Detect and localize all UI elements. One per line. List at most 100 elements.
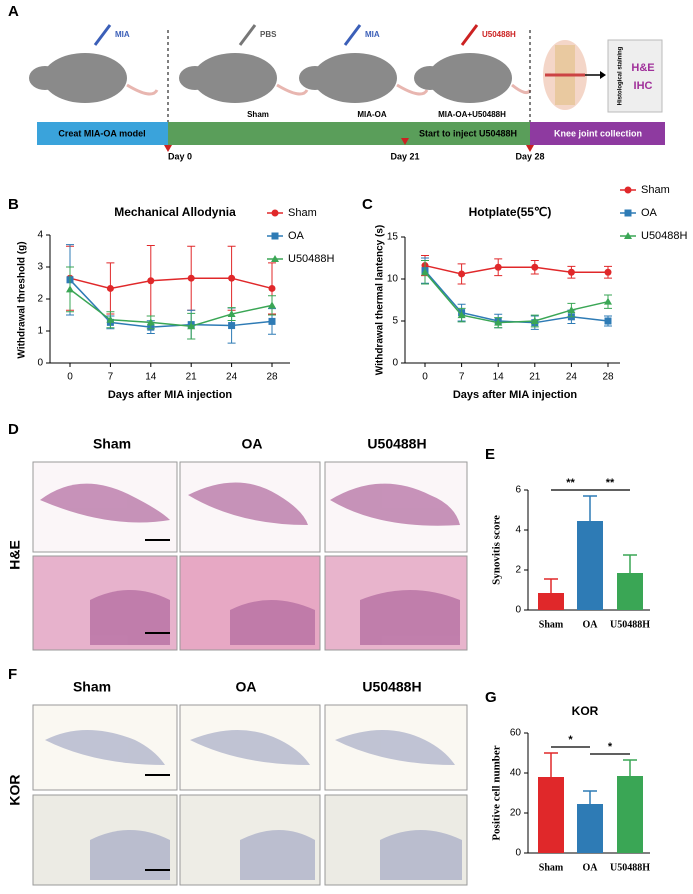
marker xyxy=(271,255,279,262)
marker xyxy=(228,274,236,282)
phase-bar xyxy=(530,122,665,145)
marker xyxy=(187,274,195,282)
marker xyxy=(494,318,503,326)
x-tick-label: OA xyxy=(583,619,599,630)
column-label: U50488H xyxy=(362,679,421,695)
x-tick-label: 21 xyxy=(529,372,541,383)
knee xyxy=(543,40,587,110)
y-tick-label: 1 xyxy=(37,326,43,337)
row-label: KOR xyxy=(7,774,23,805)
x-tick-label: 21 xyxy=(186,372,198,383)
marker xyxy=(66,285,74,293)
y-tick-label: 4 xyxy=(515,525,521,536)
stain-method: IHC xyxy=(634,80,653,92)
marker xyxy=(530,317,539,324)
y-axis-label: Positive cell number xyxy=(491,745,503,840)
marker xyxy=(624,232,632,239)
x-tick-label: 0 xyxy=(422,372,428,383)
marker xyxy=(457,311,466,319)
significance-label: ** xyxy=(566,477,575,489)
x-tick-label: 0 xyxy=(67,372,73,383)
panel-letter: E xyxy=(485,446,495,463)
phase-label: Knee joint collection xyxy=(554,128,642,138)
group-label: MIA-OA xyxy=(357,110,387,119)
bar xyxy=(577,804,603,853)
x-tick-label: Sham xyxy=(539,619,564,630)
phase-bar xyxy=(168,122,530,145)
panel-letter: G xyxy=(485,689,497,706)
panel-letter: D xyxy=(8,421,19,438)
error-bar xyxy=(623,554,637,573)
error-bar xyxy=(623,759,637,776)
x-tick-label: 7 xyxy=(108,372,114,383)
error-bar xyxy=(583,790,597,804)
phase-label: Start to inject U50488H xyxy=(419,128,517,138)
x-tick-label: 28 xyxy=(266,372,278,383)
significance-label: * xyxy=(568,734,573,746)
error-bar xyxy=(583,495,597,521)
panel-letter: F xyxy=(8,666,17,683)
y-tick-label: 2 xyxy=(515,565,521,576)
significance-label: * xyxy=(608,741,613,753)
marker xyxy=(624,209,632,217)
chart-title: Hotplate(55℃) xyxy=(469,205,552,219)
phase-bar xyxy=(37,122,168,145)
y-tick-label: 4 xyxy=(37,230,43,241)
marker xyxy=(531,263,539,271)
chart-title: KOR xyxy=(572,704,599,718)
panel-letter: A xyxy=(8,3,19,20)
x-tick-label: 7 xyxy=(459,372,465,383)
y-tick-label: 2 xyxy=(37,294,43,305)
group-label: Sham xyxy=(247,110,269,119)
marker xyxy=(567,268,575,276)
legend-label: OA xyxy=(641,207,658,219)
day-label: Day 21 xyxy=(390,151,419,161)
arrow-head xyxy=(600,71,606,79)
y-axis-label: Withdrawal thermal lantency (s) xyxy=(375,225,386,376)
x-tick-label: 14 xyxy=(145,372,157,383)
column-label: U50488H xyxy=(367,436,426,452)
significance-label: ** xyxy=(606,477,615,489)
y-tick-label: 0 xyxy=(515,605,521,616)
x-tick-label: OA xyxy=(583,862,599,873)
column-label: Sham xyxy=(73,679,111,695)
marker xyxy=(106,284,114,292)
marker xyxy=(458,270,466,278)
x-axis-label: Days after MIA injection xyxy=(453,389,578,401)
x-tick-label: Sham xyxy=(539,862,564,873)
series-line xyxy=(69,279,273,328)
marker xyxy=(227,310,236,318)
column-label: OA xyxy=(236,679,257,695)
day-label: Day 28 xyxy=(515,151,544,161)
y-tick-label: 5 xyxy=(392,316,398,327)
y-tick-label: 6 xyxy=(515,485,521,496)
marker xyxy=(147,277,155,285)
x-tick-label: 28 xyxy=(602,372,614,383)
y-axis-label: Withdrawal threshold (g) xyxy=(17,241,28,358)
syringes xyxy=(93,24,479,46)
marker xyxy=(604,297,612,305)
panel-letter: C xyxy=(362,196,373,213)
y-tick-label: 3 xyxy=(37,262,43,273)
x-tick-label: 14 xyxy=(493,372,505,383)
y-tick-label: 0 xyxy=(37,358,43,369)
series-line xyxy=(69,277,273,290)
error-bar xyxy=(544,752,558,777)
x-tick-label: 24 xyxy=(226,372,238,383)
marker xyxy=(271,209,279,217)
x-tick-label: 24 xyxy=(566,372,578,383)
marker xyxy=(604,317,612,325)
drug-label: PBS xyxy=(260,30,277,39)
x-tick-label: U50488H xyxy=(610,862,650,873)
y-tick-label: 60 xyxy=(510,728,522,739)
group-label: MIA-OA+U50488H xyxy=(438,110,506,119)
bar xyxy=(617,573,643,610)
bar xyxy=(538,593,564,610)
bar xyxy=(617,776,643,853)
marker xyxy=(268,317,276,325)
legend-label: Sham xyxy=(288,207,317,219)
y-tick-label: 15 xyxy=(387,232,399,243)
panel-letter: B xyxy=(8,196,19,213)
legend-label: Sham xyxy=(641,184,670,196)
drug-label: MIA xyxy=(365,30,380,39)
